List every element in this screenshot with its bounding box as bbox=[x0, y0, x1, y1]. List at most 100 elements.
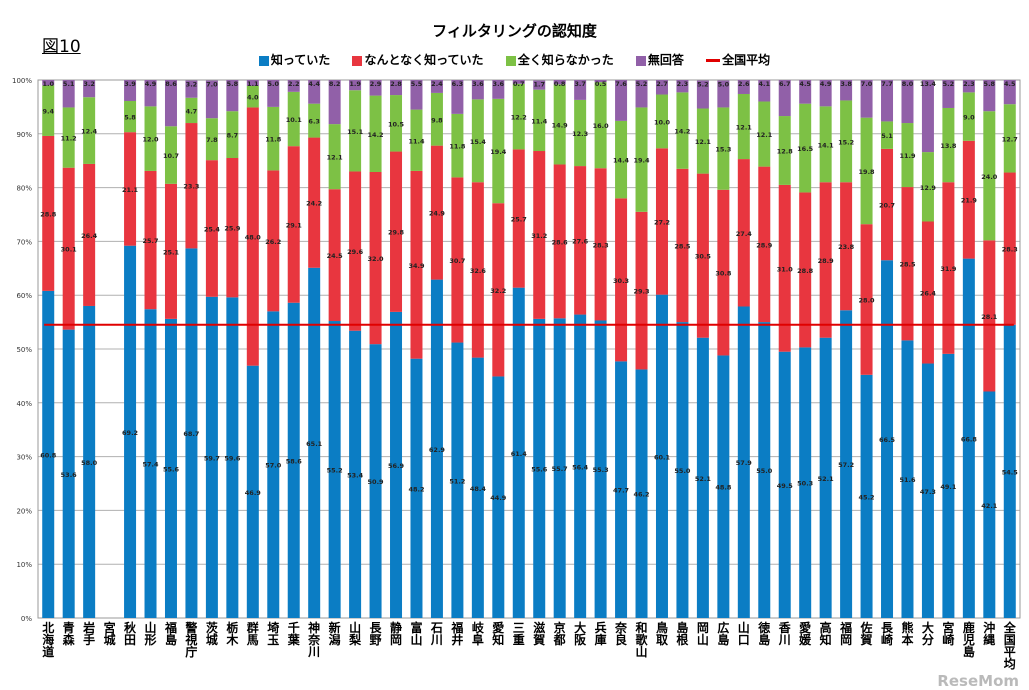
data-label: 55.0 bbox=[674, 467, 691, 475]
bar-segment bbox=[799, 347, 812, 618]
bar-segment bbox=[267, 80, 280, 107]
x-tick-label: 鳥取 bbox=[656, 620, 668, 647]
data-label: 16.5 bbox=[797, 145, 814, 153]
data-label: 48.0 bbox=[245, 234, 262, 242]
data-label: 29.1 bbox=[286, 221, 303, 229]
bar-segment bbox=[983, 391, 996, 618]
data-label: 30.5 bbox=[695, 253, 712, 261]
y-tick-label: 50% bbox=[16, 346, 32, 354]
bar-segment bbox=[144, 106, 157, 171]
data-label: 15.2 bbox=[838, 138, 854, 146]
x-tick-label: 警視庁 bbox=[184, 620, 197, 659]
bar-segment bbox=[308, 137, 321, 268]
legend-label: 知っていた bbox=[270, 53, 331, 67]
bar-segment bbox=[737, 306, 750, 618]
x-tick-label: 山梨 bbox=[348, 620, 361, 647]
legend-item-knew: 知っていた bbox=[258, 51, 331, 68]
bar-segment bbox=[1003, 80, 1016, 105]
data-label: 25.1 bbox=[163, 248, 180, 256]
data-label: 12.9 bbox=[920, 184, 937, 192]
data-label: 60.8 bbox=[40, 451, 57, 459]
data-label: 5.0 bbox=[718, 81, 730, 89]
x-tick-label: 兵庫 bbox=[595, 620, 607, 647]
x-tick-label: 京都 bbox=[553, 620, 566, 647]
bar-segment bbox=[42, 135, 55, 291]
legend-item-somewhat-knew: なんとなく知っていた bbox=[352, 51, 484, 68]
data-label: 24.5 bbox=[327, 252, 344, 260]
bar-segment bbox=[553, 164, 566, 319]
data-label: 10.5 bbox=[388, 120, 405, 128]
x-tick-label: 福井 bbox=[450, 620, 463, 647]
bar-segment bbox=[451, 80, 464, 114]
data-label: 19.4 bbox=[633, 157, 650, 165]
bar-segment bbox=[410, 109, 423, 171]
bar-segment bbox=[655, 294, 668, 618]
bar-segment bbox=[819, 106, 832, 183]
bar-segment bbox=[1003, 104, 1016, 173]
data-label: 4.4 bbox=[308, 80, 320, 88]
x-tick-label: 奈良 bbox=[614, 620, 628, 647]
y-tick-label: 0% bbox=[21, 615, 32, 623]
bar-segment bbox=[492, 203, 505, 377]
bar-segment bbox=[840, 310, 853, 618]
data-label: 10.1 bbox=[286, 116, 303, 124]
bar-segment bbox=[471, 357, 484, 618]
bar-segment bbox=[655, 148, 668, 295]
data-label: 25.7 bbox=[511, 216, 527, 224]
data-label: 12.1 bbox=[695, 138, 712, 146]
data-label: 48.4 bbox=[470, 485, 487, 493]
data-label: 3.6 bbox=[472, 80, 484, 88]
x-tick-label: 石川 bbox=[430, 621, 443, 647]
x-tick-label: 群馬 bbox=[246, 620, 259, 647]
bar-segment bbox=[921, 152, 934, 222]
bar-segment bbox=[287, 80, 300, 92]
bar-segment bbox=[901, 80, 914, 124]
data-label: 32.6 bbox=[470, 267, 487, 275]
x-tick-label: 山口 bbox=[738, 620, 750, 647]
bar-segment bbox=[390, 80, 403, 96]
figure-label: 図10 bbox=[42, 37, 81, 57]
data-label: 56.9 bbox=[388, 462, 405, 470]
data-label: 19.4 bbox=[490, 148, 507, 156]
bar-segment bbox=[410, 80, 423, 110]
y-tick-label: 90% bbox=[16, 131, 32, 139]
data-label: 45.2 bbox=[859, 493, 875, 501]
bar-segment bbox=[860, 224, 873, 375]
data-label: 8.2 bbox=[329, 80, 341, 88]
bar-segment bbox=[962, 92, 975, 141]
data-label: 5.5 bbox=[411, 80, 423, 88]
y-tick-label: 10% bbox=[16, 561, 32, 569]
y-tick-label: 60% bbox=[16, 292, 32, 300]
bar-segment bbox=[778, 184, 791, 352]
data-label: 12.1 bbox=[756, 131, 773, 139]
bar-segment bbox=[164, 126, 177, 184]
bar-segment bbox=[1003, 324, 1016, 618]
x-tick-label: 福島 bbox=[164, 620, 177, 647]
bar-segment bbox=[962, 80, 975, 93]
x-tick-label: 広島 bbox=[717, 620, 729, 647]
data-label: 3.7 bbox=[574, 80, 586, 88]
bar-segment bbox=[369, 80, 382, 96]
bar-segment bbox=[533, 89, 546, 152]
data-label: 54.5 bbox=[1002, 468, 1019, 476]
bar-segment bbox=[860, 117, 873, 225]
bar-segment bbox=[62, 167, 75, 330]
data-label: 3.2 bbox=[83, 80, 95, 88]
data-label: 55.2 bbox=[327, 467, 343, 475]
x-tick-label: 富山 bbox=[410, 620, 422, 647]
legend: 知っていた なんとなく知っていた 全く知らなかった 無回答 全国平均 bbox=[0, 51, 1029, 68]
bar-segment bbox=[655, 94, 668, 149]
data-label: 66.8 bbox=[961, 435, 978, 443]
x-tick-label: 佐賀 bbox=[860, 620, 873, 647]
bar-segment bbox=[860, 80, 873, 118]
bar-segment bbox=[124, 245, 137, 619]
bar-segment bbox=[451, 342, 464, 618]
data-label: 12.1 bbox=[327, 154, 344, 162]
x-tick-label: 岐阜 bbox=[472, 620, 485, 647]
data-label: 7.0 bbox=[861, 80, 873, 88]
bar-segment bbox=[553, 84, 566, 165]
data-label: 12.2 bbox=[511, 114, 527, 122]
bar-segment bbox=[185, 97, 198, 124]
bar-segment bbox=[512, 83, 525, 150]
bar-segment bbox=[819, 80, 832, 107]
